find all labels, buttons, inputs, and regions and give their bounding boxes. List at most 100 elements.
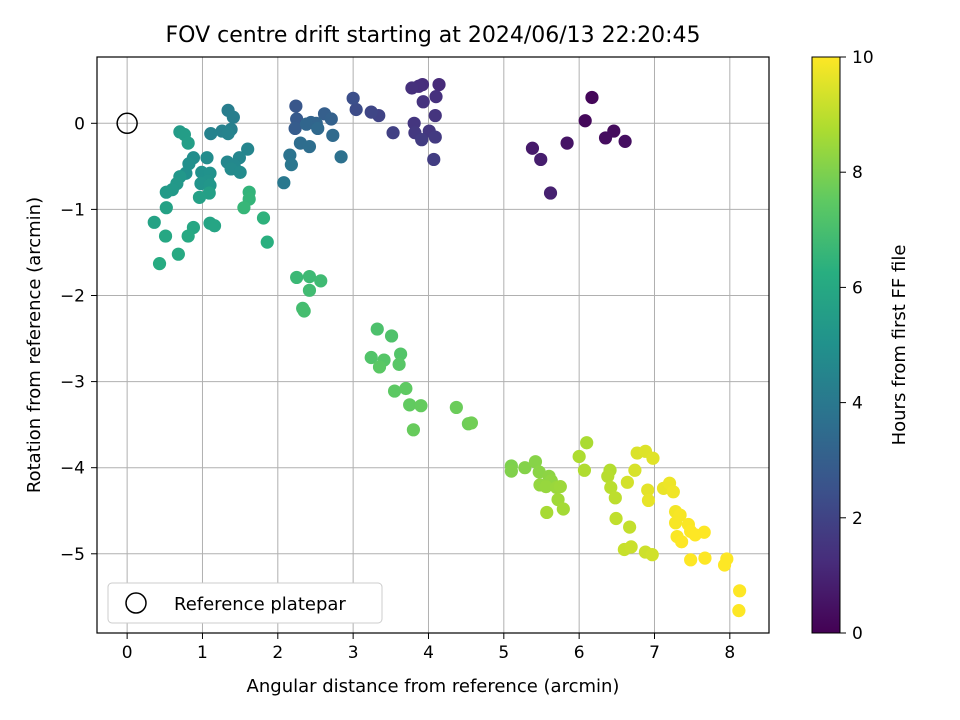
x-tick-label: 5 bbox=[498, 643, 509, 663]
y-tick-label: 0 bbox=[74, 114, 85, 134]
colorbar-tick-label: 6 bbox=[852, 278, 863, 298]
legend-marker-icon bbox=[125, 592, 147, 614]
data-point bbox=[394, 347, 408, 361]
data-point bbox=[407, 116, 421, 130]
data-point bbox=[646, 451, 660, 465]
data-point bbox=[237, 201, 251, 215]
data-point bbox=[200, 151, 214, 165]
data-point bbox=[414, 399, 428, 413]
data-point bbox=[372, 360, 387, 374]
data-point bbox=[370, 322, 384, 336]
data-point bbox=[623, 520, 637, 534]
data-point bbox=[256, 211, 271, 225]
data-point bbox=[534, 152, 548, 167]
data-point bbox=[578, 114, 592, 128]
data-point bbox=[668, 516, 683, 530]
data-point bbox=[406, 423, 421, 437]
data-point bbox=[405, 81, 419, 95]
data-point bbox=[556, 502, 570, 516]
x-tick-label: 4 bbox=[423, 643, 434, 663]
data-point bbox=[326, 128, 340, 142]
data-point bbox=[608, 491, 622, 505]
x-axis-ticks: 0 1 2 3 4 5 6 7 8 bbox=[122, 633, 735, 663]
data-point bbox=[158, 229, 173, 243]
reference-marker-layer bbox=[116, 112, 138, 135]
data-point bbox=[601, 469, 615, 483]
data-point bbox=[620, 475, 634, 489]
data-point bbox=[528, 455, 543, 469]
data-point bbox=[518, 461, 532, 475]
x-tick-label: 8 bbox=[724, 643, 735, 663]
data-point bbox=[181, 136, 195, 150]
data-point bbox=[364, 350, 378, 365]
data-point bbox=[618, 134, 632, 148]
legend: Reference platepar bbox=[107, 582, 383, 624]
data-point bbox=[733, 584, 747, 598]
data-point bbox=[387, 384, 402, 398]
data-point bbox=[241, 142, 255, 156]
data-point bbox=[302, 269, 317, 284]
data-point bbox=[697, 525, 711, 539]
y-tick-label: −2 bbox=[60, 286, 85, 306]
data-point bbox=[641, 493, 656, 508]
data-point bbox=[288, 121, 302, 136]
data-point bbox=[428, 130, 442, 144]
data-point bbox=[289, 99, 303, 113]
data-point bbox=[384, 329, 399, 343]
y-tick-label: −4 bbox=[60, 459, 85, 479]
x-axis-label: Angular distance from reference (arcmin) bbox=[247, 676, 620, 697]
data-point bbox=[553, 480, 567, 494]
data-point bbox=[284, 158, 298, 172]
data-point bbox=[580, 436, 594, 450]
data-point bbox=[392, 357, 406, 371]
x-tick-label: 6 bbox=[574, 643, 585, 663]
data-point bbox=[698, 551, 712, 565]
data-point bbox=[624, 540, 638, 554]
data-point bbox=[349, 102, 363, 117]
colorbar-label: Hours from first FF file bbox=[889, 245, 910, 446]
data-point bbox=[543, 186, 558, 200]
data-point bbox=[334, 150, 348, 164]
data-point bbox=[432, 77, 446, 92]
data-point bbox=[464, 416, 479, 430]
data-point bbox=[416, 95, 430, 109]
legend-entry: Reference platepar bbox=[174, 594, 346, 615]
colorbar-tick-label: 10 bbox=[852, 48, 874, 68]
grid bbox=[97, 57, 769, 633]
data-point bbox=[604, 480, 618, 495]
data-point bbox=[399, 381, 413, 396]
data-points bbox=[147, 77, 747, 618]
data-point bbox=[504, 464, 518, 478]
data-point bbox=[732, 604, 746, 618]
data-point bbox=[666, 485, 680, 499]
plot-frame bbox=[96, 56, 770, 634]
data-point bbox=[159, 201, 173, 215]
x-tick-label: 2 bbox=[272, 643, 283, 663]
data-point bbox=[427, 152, 441, 167]
data-point bbox=[364, 105, 378, 119]
colorbar-tick-label: 8 bbox=[852, 163, 863, 183]
data-point bbox=[609, 511, 623, 526]
y-tick-label: −1 bbox=[60, 200, 85, 220]
data-point bbox=[226, 110, 240, 124]
data-point bbox=[572, 449, 586, 464]
x-tick-label: 1 bbox=[197, 643, 208, 663]
colorbar bbox=[811, 56, 841, 634]
data-point bbox=[577, 463, 592, 477]
data-point bbox=[302, 283, 317, 297]
colorbar-tick-label: 0 bbox=[852, 624, 863, 644]
data-point bbox=[192, 190, 207, 204]
colorbar-tick-label: 4 bbox=[852, 394, 863, 414]
data-point bbox=[299, 117, 314, 131]
data-point bbox=[324, 112, 338, 126]
data-point bbox=[181, 229, 195, 243]
y-tick-label: −3 bbox=[60, 373, 85, 393]
data-point bbox=[221, 127, 235, 141]
data-point bbox=[560, 136, 574, 150]
data-point bbox=[314, 274, 328, 288]
data-point bbox=[207, 219, 222, 233]
colorbar-ticks: 0 2 4 6 8 10 bbox=[840, 48, 874, 644]
colorbar-tick-label: 2 bbox=[852, 509, 863, 529]
data-point bbox=[171, 247, 185, 261]
data-point bbox=[539, 480, 553, 494]
